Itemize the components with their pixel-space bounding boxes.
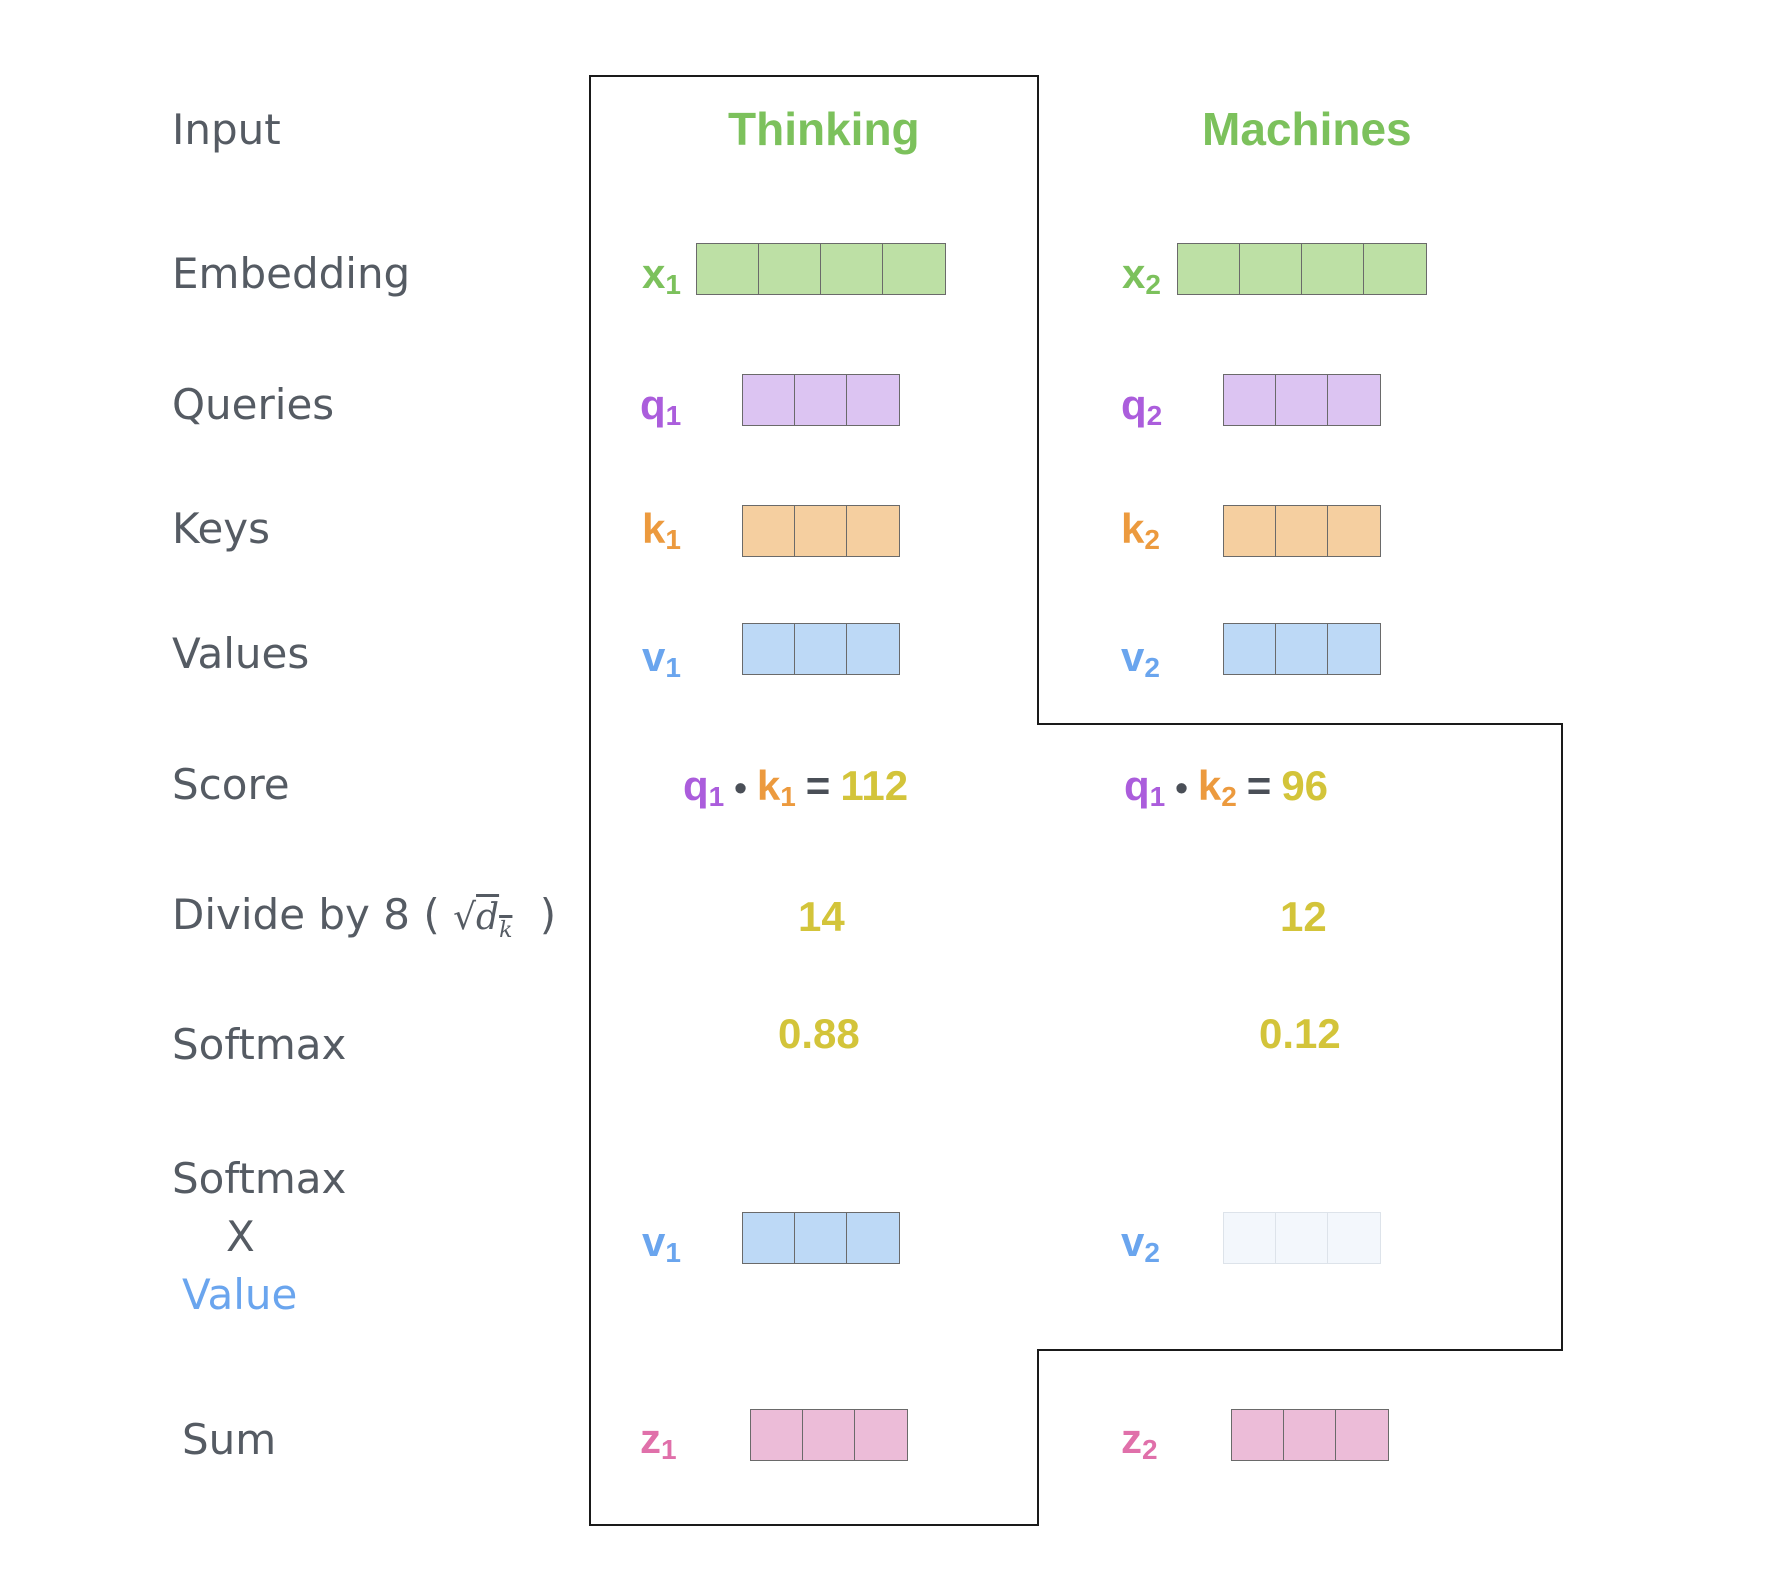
label-x1: x1	[642, 250, 681, 300]
label-x2: x2	[1122, 250, 1161, 300]
row-label-times: X	[226, 1212, 255, 1261]
output-vector-z1	[750, 1409, 908, 1461]
weighted-value-vector-v2	[1223, 1212, 1381, 1264]
score-q1-k2: q1 • k2 = 96	[1124, 762, 1329, 812]
divided-score-2: 12	[1280, 893, 1327, 940]
label-k2: k2	[1121, 505, 1160, 555]
row-label-values: Values	[172, 629, 310, 678]
divide-suffix: )	[539, 890, 557, 939]
key-vector-k1	[742, 505, 900, 557]
key-vector-k2	[1223, 505, 1381, 557]
label-q2: q2	[1121, 381, 1163, 431]
label-v1: v1	[642, 633, 681, 683]
word-thinking: Thinking	[728, 103, 920, 155]
label-v2: v2	[1121, 633, 1160, 683]
value-vector-v1	[742, 623, 900, 675]
value-vector-v2	[1223, 623, 1381, 675]
label-z2: z2	[1121, 1415, 1158, 1465]
row-label-softmax-x: Softmax	[172, 1154, 347, 1203]
label-weighted-v2: v2	[1121, 1218, 1160, 1268]
label-k1: k1	[642, 505, 681, 555]
row-label-input: Input	[172, 105, 281, 154]
row-label-queries: Queries	[172, 380, 335, 429]
sqrt-symbol: √dk	[453, 897, 513, 944]
weighted-value-vector-v1	[742, 1212, 900, 1264]
row-label-divide: Divide by 8 ( √dk )	[172, 894, 556, 942]
row-label-sum: Sum	[182, 1415, 277, 1464]
softmax-score-1: 0.88	[778, 1010, 860, 1057]
query-vector-q1	[742, 374, 900, 426]
row-label-softmax: Softmax	[172, 1020, 347, 1069]
row-label-embedding: Embedding	[172, 249, 411, 298]
output-vector-z2	[1231, 1409, 1389, 1461]
row-label-score: Score	[172, 760, 290, 809]
embedding-vector-x2	[1177, 243, 1427, 295]
word-machines: Machines	[1202, 103, 1412, 155]
embedding-vector-x1	[696, 243, 946, 295]
label-q1: q1	[640, 381, 682, 431]
query-vector-q2	[1223, 374, 1381, 426]
softmax-score-2: 0.12	[1259, 1010, 1341, 1057]
row-label-keys: Keys	[172, 504, 271, 553]
sqrt-d: d	[476, 897, 500, 938]
row-label-value: Value	[182, 1270, 298, 1319]
label-z1: z1	[640, 1415, 677, 1465]
divide-prefix: Divide by 8 (	[172, 890, 440, 939]
sqrt-k: k	[499, 918, 513, 944]
divided-score-1: 14	[798, 893, 845, 940]
score-q1-k1: q1 • k1 = 112	[683, 762, 909, 812]
label-weighted-v1: v1	[642, 1218, 681, 1268]
